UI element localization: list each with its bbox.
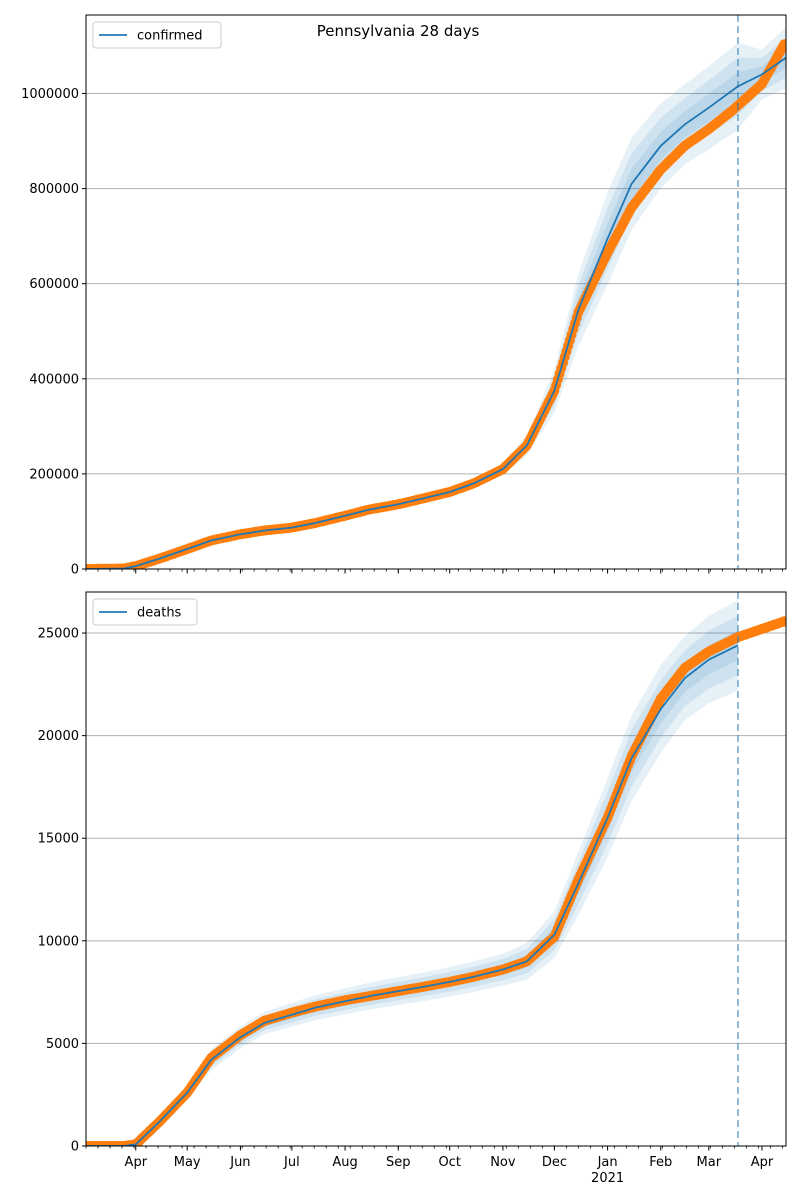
- x-year-label: 2021: [591, 1171, 624, 1186]
- observed-point: [779, 39, 786, 50]
- y-tick-label: 25000: [38, 627, 79, 642]
- x-tick-label: Jul: [283, 1155, 300, 1170]
- model-line: [86, 57, 786, 569]
- x-tick-label: Apr: [125, 1155, 148, 1170]
- y-tick-label: 0: [71, 563, 79, 578]
- y-tick-label: 10000: [38, 934, 79, 949]
- legend-box: [92, 21, 222, 49]
- observed-series: [86, 39, 786, 569]
- confirmed-panel: 0 200000 400000 600000 800000 1000000 confirme…: [21, 14, 787, 578]
- x-tick-label: Jan: [597, 1155, 618, 1170]
- plot-area: [86, 27, 786, 569]
- legend-label: confirmed: [137, 29, 203, 44]
- deaths-panel: 0 5000 10000 15000 20000 25000 deaths: [38, 591, 787, 1155]
- y-tick-label: 15000: [38, 832, 79, 847]
- model-line: [86, 644, 739, 1146]
- uncertainty-band-2: [86, 37, 786, 569]
- x-tick-label: Feb: [649, 1155, 672, 1170]
- legend: confirmed: [92, 21, 222, 49]
- chart-title: Pennsylvania 28 days: [317, 22, 480, 40]
- x-tick-label: Aug: [332, 1155, 357, 1170]
- plot-area: [86, 600, 786, 1146]
- y-tick-label: 5000: [46, 1037, 79, 1052]
- uncertainty-band-3: [86, 47, 786, 569]
- uncertainty-band-2: [86, 615, 738, 1146]
- observed-series: [86, 616, 786, 1146]
- axes-frame: [85, 14, 787, 570]
- y-tick-label: 20000: [38, 729, 79, 744]
- legend-label: deaths: [137, 606, 182, 621]
- legend-box: [92, 598, 198, 626]
- axes-frame: [85, 591, 787, 1147]
- uncertainty-band-1: [86, 27, 786, 569]
- x-tick-label: Jun: [229, 1155, 250, 1170]
- y-tick-label: 800000: [29, 182, 79, 197]
- x-tick-label: Nov: [490, 1155, 516, 1170]
- y-tick-label: 1000000: [21, 87, 79, 102]
- x-tick-label: Apr: [751, 1155, 774, 1170]
- y-tick-label: 400000: [29, 372, 79, 387]
- y-tick-label: 200000: [29, 467, 79, 482]
- x-tick-label: May: [174, 1155, 201, 1170]
- y-tick-label: 600000: [29, 277, 79, 292]
- legend: deaths: [92, 598, 198, 626]
- observed-point: [779, 616, 786, 627]
- uncertainty-band-1: [86, 600, 738, 1146]
- x-tick-label: Dec: [542, 1155, 567, 1170]
- x-tick-label: Oct: [438, 1155, 460, 1170]
- x-axis: Apr May Jun Jul Aug Sep Oct Nov Dec Jan Feb Mar Apr 2…: [125, 1155, 774, 1186]
- x-tick-label: Mar: [697, 1155, 722, 1170]
- y-tick-label: 0: [71, 1140, 79, 1155]
- x-tick-label: Sep: [386, 1155, 411, 1170]
